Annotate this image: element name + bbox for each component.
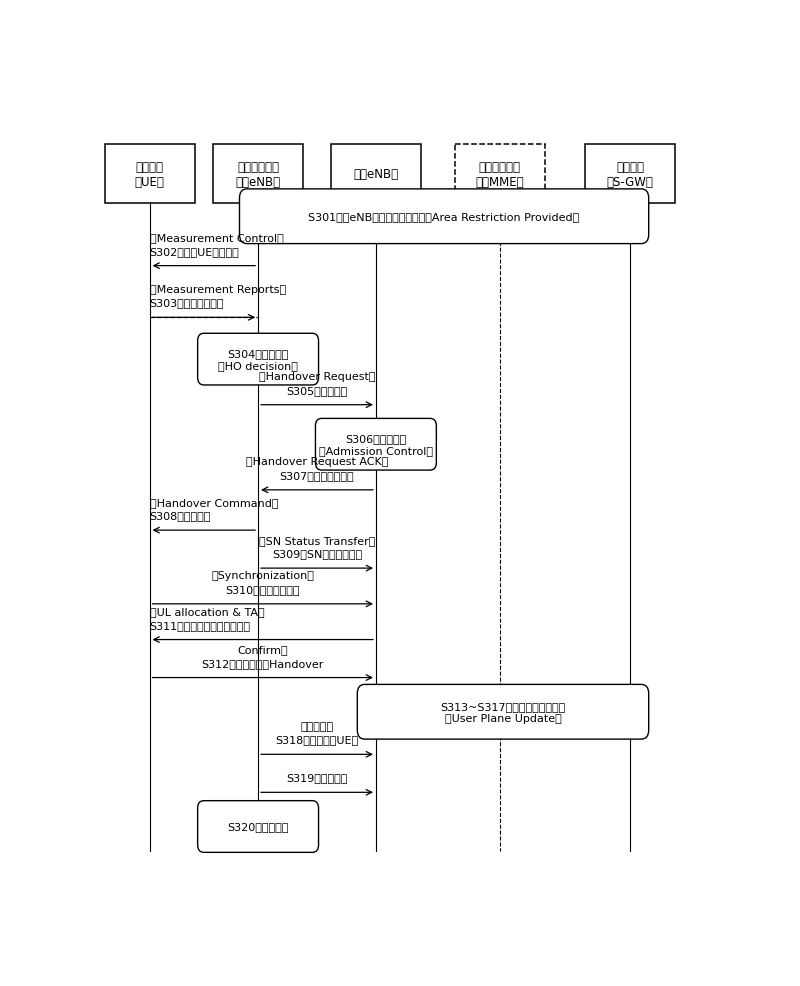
Text: S320、释放资源: S320、释放资源 — [227, 821, 289, 831]
FancyBboxPatch shape — [198, 334, 318, 386]
Text: （Synchronization）: （Synchronization） — [211, 571, 314, 581]
FancyBboxPatch shape — [213, 145, 303, 204]
Text: （Measurement Control）: （Measurement Control） — [150, 233, 283, 243]
Text: （SN Status Transfer）: （SN Status Transfer） — [259, 535, 375, 545]
Text: S309、SN状态传递消息: S309、SN状态传递消息 — [272, 548, 362, 559]
FancyBboxPatch shape — [455, 145, 545, 204]
FancyBboxPatch shape — [358, 684, 649, 740]
FancyBboxPatch shape — [585, 145, 675, 204]
Text: S318、通知释放UE上: S318、通知释放UE上 — [275, 735, 358, 744]
Text: （UL allocation & TA）: （UL allocation & TA） — [150, 606, 264, 616]
Text: S302、控制UE测量过程: S302、控制UE测量过程 — [150, 246, 239, 256]
Text: 源演进型基站
（源eNB）: 源演进型基站 （源eNB） — [235, 161, 281, 188]
Text: S313~S317、更新用户平面路径
（User Plane Update）: S313~S317、更新用户平面路径 （User Plane Update） — [440, 701, 566, 723]
FancyBboxPatch shape — [331, 145, 421, 204]
Text: S310、上行同步过程: S310、上行同步过程 — [226, 585, 300, 595]
FancyBboxPatch shape — [198, 801, 318, 853]
Text: S301、源eNB切换区域限制信息（Area Restriction Provided）: S301、源eNB切换区域限制信息（Area Restriction Provi… — [309, 212, 580, 222]
Text: S311、上行资源和时间提前量: S311、上行资源和时间提前量 — [150, 620, 250, 630]
Text: S312、切换确认（Handover: S312、切换确认（Handover — [202, 658, 324, 668]
Text: 服务网关
（S-GW）: 服务网关 （S-GW） — [606, 161, 654, 188]
Text: （Handover Command）: （Handover Command） — [150, 497, 278, 507]
Text: S306、接纳判决
（Admission Control）: S306、接纳判决 （Admission Control） — [319, 434, 433, 456]
FancyBboxPatch shape — [105, 145, 194, 204]
Text: （Measurement Reports）: （Measurement Reports） — [150, 285, 286, 295]
Text: S304、切换判决
（HO decision）: S304、切换判决 （HO decision） — [218, 349, 298, 371]
Text: 目标eNB）: 目标eNB） — [354, 168, 398, 181]
FancyBboxPatch shape — [239, 189, 649, 245]
Text: 用户设备
（UE）: 用户设备 （UE） — [134, 161, 165, 188]
Text: 移动性管理实
体（MME）: 移动性管理实 体（MME） — [475, 161, 524, 188]
Text: （Handover Request）: （Handover Request） — [258, 372, 375, 382]
Text: （Handover Request ACK）: （Handover Request ACK） — [246, 457, 388, 466]
Text: 下文及资源: 下文及资源 — [301, 721, 334, 731]
Text: S303、上行测量报告: S303、上行测量报告 — [150, 298, 224, 308]
Text: S319、资源前传: S319、资源前传 — [286, 773, 348, 783]
FancyBboxPatch shape — [315, 419, 436, 470]
Text: S308、切换命令: S308、切换命令 — [150, 511, 211, 521]
Text: S307、切换请求确认: S307、切换请求确认 — [280, 470, 354, 480]
Text: Confirm）: Confirm） — [238, 644, 288, 655]
Text: S305、切换请求: S305、切换请求 — [286, 386, 348, 395]
